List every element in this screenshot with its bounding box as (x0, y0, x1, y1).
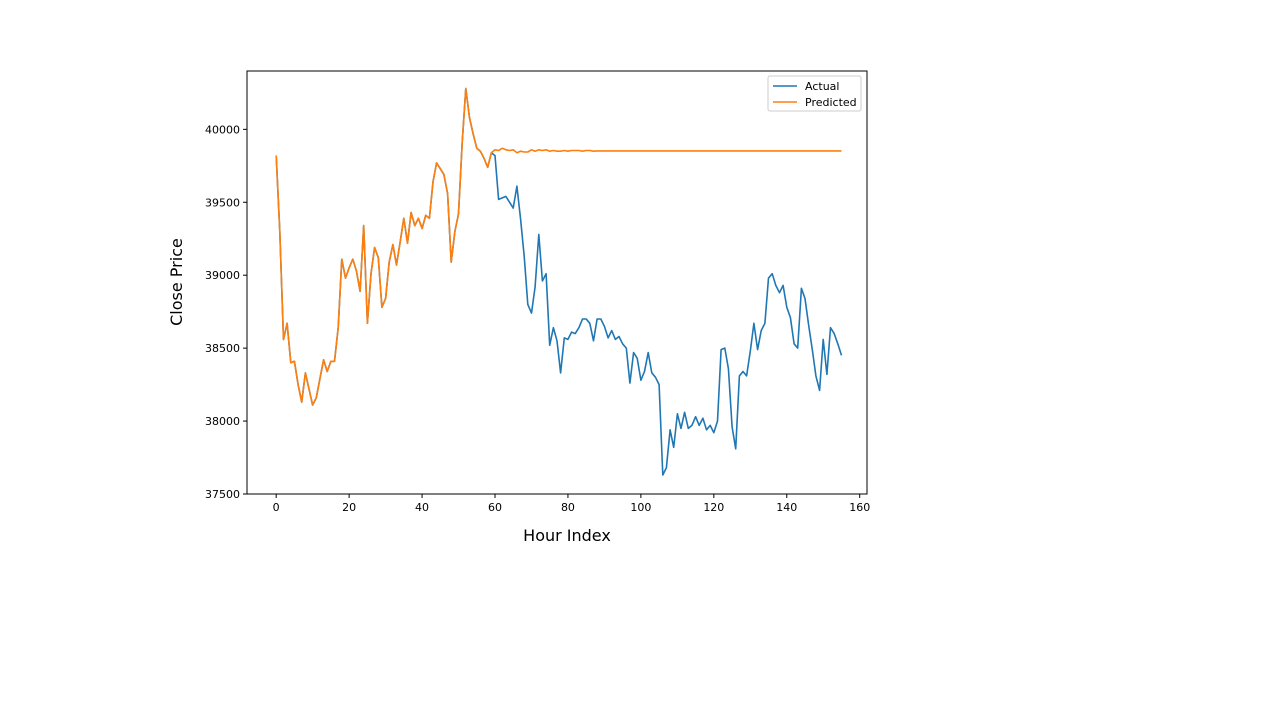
y-tick-label: 40000 (205, 123, 240, 136)
series-layer (275, 87, 843, 476)
x-tick-label: 140 (776, 501, 797, 514)
x-tick-label: 40 (415, 501, 429, 514)
y-tick-label: 37500 (205, 488, 240, 501)
y-axis: 37500 38000 38500 39000 39500 40000 (205, 123, 247, 501)
x-tick-label: 80 (561, 501, 575, 514)
x-tick-label: 20 (342, 501, 356, 514)
x-axis: 0 20 40 60 80 100 120 140 160 (273, 494, 870, 514)
x-tick-label: 120 (703, 501, 724, 514)
legend-label-actual: Actual (805, 80, 839, 93)
y-axis-label: Close Price (167, 238, 186, 326)
x-tick-label: 160 (849, 501, 870, 514)
y-tick-label: 39000 (205, 269, 240, 282)
x-axis-label: Hour Index (523, 526, 611, 545)
x-tick-label: 100 (630, 501, 651, 514)
legend-label-predicted: Predicted (805, 96, 857, 109)
x-tick-label: 0 (273, 501, 280, 514)
plot-frame (246, 70, 868, 495)
plot-area (247, 71, 867, 494)
series-line-predicted (275, 87, 842, 406)
y-tick-label: 39500 (205, 196, 240, 209)
y-tick-label: 38500 (205, 342, 240, 355)
y-tick-label: 38000 (205, 415, 240, 428)
legend: Actual Predicted (767, 75, 862, 112)
x-tick-label: 60 (488, 501, 502, 514)
